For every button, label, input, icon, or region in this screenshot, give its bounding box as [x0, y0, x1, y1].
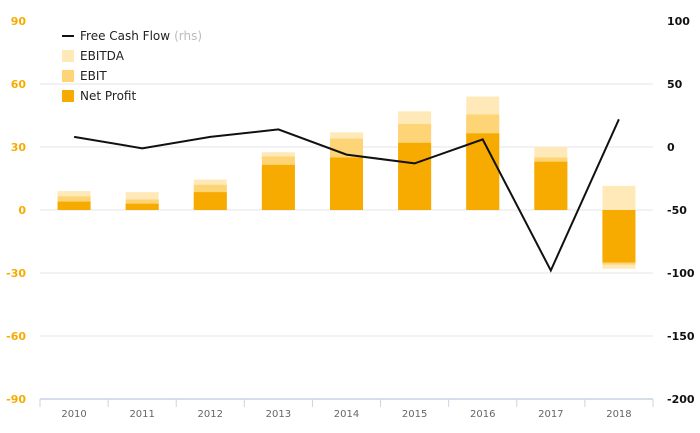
right-tick-label: 100 [667, 15, 690, 28]
net-profit-bar [125, 203, 159, 210]
left-tick-label: 30 [11, 141, 27, 154]
left-tick-label: -30 [6, 267, 26, 280]
legend-entry: Net Profit [80, 89, 136, 103]
left-tick-label: 90 [11, 15, 27, 28]
legend-suffix: (rhs) [174, 29, 202, 43]
legend-label: EBIT [80, 69, 107, 83]
legend-label: Net Profit [80, 89, 136, 103]
left-tick-label: -60 [6, 330, 26, 343]
x-tick-label: 2012 [198, 409, 223, 420]
x-tick-label: 2014 [334, 409, 359, 420]
net-profit-bar [193, 192, 227, 210]
net-profit-bar [398, 142, 432, 210]
left-tick-label: 0 [18, 204, 26, 217]
right-tick-label: -50 [667, 204, 687, 217]
left-tick-label: 60 [11, 78, 27, 91]
x-tick-label: 2018 [606, 409, 631, 420]
legend: Free Cash Flow (rhs) EBITDA EBIT Net Profit [62, 29, 202, 103]
x-tick-label: 2010 [61, 409, 86, 420]
left-tick-label: -90 [6, 393, 26, 406]
legend-entry: Free Cash Flow (rhs) [80, 29, 202, 43]
x-tick-label: 2011 [129, 409, 154, 420]
right-tick-label: -100 [667, 267, 695, 280]
legend-label: Free Cash Flow [80, 29, 170, 43]
x-axis-ticks: 2010 2011 2012 2013 2014 2015 2016 2017 2018 [39, 398, 654, 420]
net-profit-bar [261, 164, 295, 210]
legend-box-marker [62, 90, 74, 102]
ebitda-bar [602, 185, 636, 210]
x-tick-label: 2016 [470, 409, 495, 420]
right-axis-ticks: 100 50 0 -50 -100 -150 -200 [667, 15, 695, 406]
net-profit-bar [534, 161, 568, 210]
fcf-line [73, 118, 620, 273]
net-profit-bar [330, 157, 363, 210]
net-profit-bar [57, 201, 91, 210]
right-tick-label: 50 [667, 78, 683, 91]
right-tick-label: 0 [667, 141, 675, 154]
bars-layer [57, 96, 636, 269]
legend-box-marker [62, 70, 74, 82]
left-axis-ticks: 90 60 30 0 -30 -60 -90 [6, 15, 26, 406]
x-tick-label: 2015 [402, 409, 427, 420]
x-tick-label: 2013 [266, 409, 291, 420]
x-tick-label: 2017 [538, 409, 563, 420]
fcf-line-layer [73, 118, 620, 273]
net-profit-bar [602, 210, 636, 263]
legend-box-marker [62, 50, 74, 62]
legend-entry: EBIT [80, 69, 107, 83]
net-profit-bar [466, 133, 500, 210]
legend-label: EBITDA [80, 49, 125, 63]
right-tick-label: -150 [667, 330, 695, 343]
right-tick-label: -200 [667, 393, 695, 406]
legend-entry: EBITDA [80, 49, 125, 63]
